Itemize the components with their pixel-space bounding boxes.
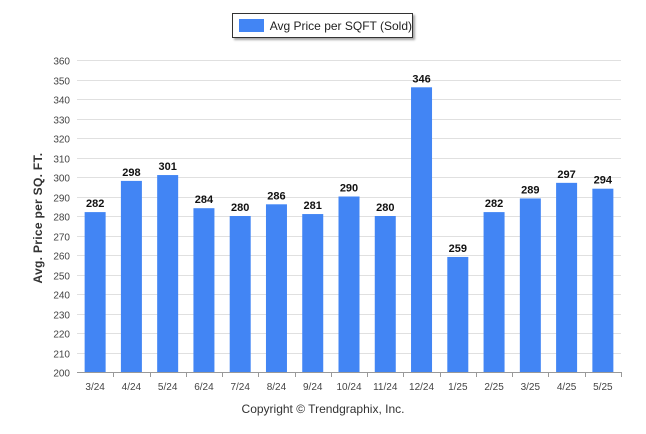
y-tick-label: 280 [53,213,70,224]
x-tick-label: 7/24 [230,382,250,393]
bar [338,196,360,372]
bar [556,182,578,372]
bar [229,216,251,372]
y-tick-label: 220 [53,330,70,341]
x-tick-label: 5/24 [158,382,178,393]
bar [519,198,541,372]
y-tick-label: 350 [53,77,70,88]
y-tick-label: 270 [53,233,70,244]
bar [157,175,179,372]
data-label: 281 [304,200,322,212]
bar [592,188,614,372]
y-tick-label: 230 [53,311,70,322]
x-tick-label: 4/25 [557,382,577,393]
bar [302,214,324,372]
data-label: 289 [521,184,539,196]
bar [483,212,505,372]
y-tick-label: 200 [53,369,70,380]
data-label: 290 [340,183,358,195]
data-label: 297 [557,169,575,181]
y-tick-label: 330 [53,116,70,127]
bar [265,204,287,372]
bar [120,180,142,372]
data-label: 346 [412,73,430,85]
bar [411,87,433,373]
x-tick-label: 3/25 [521,382,541,393]
y-tick-label: 320 [53,135,70,146]
y-tick-label: 250 [53,272,70,283]
x-tick-label: 5/25 [593,382,613,393]
data-label: 282 [485,198,503,210]
data-label: 298 [122,167,140,179]
y-tick-label: 340 [53,96,70,107]
x-tick-label: 11/24 [373,382,398,393]
bar [374,216,396,372]
x-tick-label: 9/24 [303,382,323,393]
y-tick-label: 290 [53,194,70,205]
x-tick-label: 8/24 [267,382,287,393]
legend: Avg Price per SQFT (Sold) [232,13,413,38]
y-tick-label: 360 [53,57,70,68]
x-tick-label: 4/24 [122,382,142,393]
data-label: 286 [267,190,285,202]
bar [193,208,215,372]
y-tick-label: 260 [53,252,70,263]
x-tick-label: 1/25 [448,382,468,393]
data-label: 280 [376,202,394,214]
data-label: 280 [231,202,249,214]
copyright-credit: Copyright © Trendgraphix, Inc. [241,402,405,416]
legend-label: Avg Price per SQFT (Sold) [269,18,412,33]
y-tick-label: 310 [53,155,70,166]
data-label: 259 [449,243,467,255]
data-label: 284 [195,194,214,206]
y-tick-label: 240 [53,291,70,302]
x-tick-label: 10/24 [336,382,361,393]
data-label: 301 [158,161,176,173]
legend-swatch [239,19,264,32]
data-label: 294 [594,175,613,187]
x-tick-label: 12/24 [409,382,434,393]
bar [84,212,106,372]
x-tick-label: 6/24 [194,382,214,393]
bar [447,256,469,372]
x-tick-label: 2/25 [484,382,504,393]
data-label: 282 [86,198,104,210]
y-tick-label: 300 [53,174,70,185]
y-tick-label: 210 [53,350,70,361]
x-tick-label: 3/24 [85,382,105,393]
